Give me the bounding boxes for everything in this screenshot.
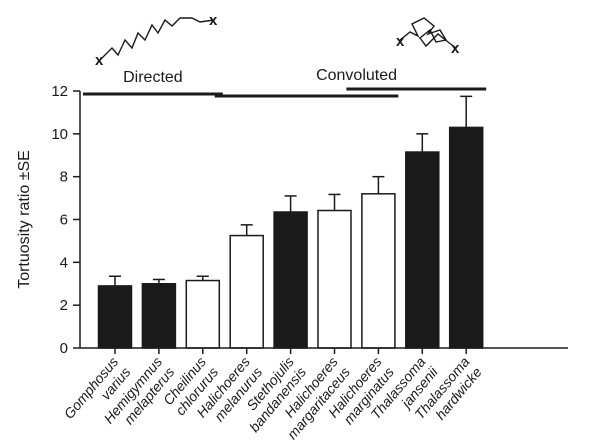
bar: [229, 234, 264, 349]
path-icons: x x x x: [95, 12, 460, 69]
y-tick-label: 8: [60, 169, 68, 186]
convoluted-end-x: x: [451, 40, 460, 57]
bar: [317, 209, 352, 349]
y-tick-label: 12: [51, 83, 68, 100]
bar-group: [273, 195, 308, 349]
x-axis: GomphosusvariusHemigymnusmelapterusCheil…: [61, 347, 568, 442]
y-axis-title: Tortuosity ratio ±SE: [16, 150, 33, 289]
y-axis: 0 2 4 6 8 10 12: [51, 83, 81, 357]
bar: [448, 126, 484, 349]
bar: [141, 283, 177, 349]
y-tick-label: 6: [60, 212, 68, 229]
y-tick-label: 0: [60, 340, 68, 357]
bar: [185, 279, 221, 349]
bar-group: [97, 275, 133, 349]
y-tick-label: 4: [60, 254, 68, 271]
bar-group: [448, 95, 484, 349]
bar: [405, 151, 440, 349]
group-label: Directed: [123, 69, 183, 86]
convoluted-start-x: x: [396, 33, 405, 50]
bar: [97, 285, 133, 349]
bar: [361, 193, 396, 349]
bar-group: [229, 224, 264, 349]
group-label: Convoluted: [316, 67, 397, 84]
directed-path-icon: x x: [95, 12, 218, 69]
bar-group: [141, 278, 177, 349]
convoluted-path-icon: x x: [396, 17, 460, 57]
bar: [273, 211, 308, 349]
y-tick-label: 2: [60, 297, 68, 314]
bar-group: [317, 193, 352, 349]
bar-group: [361, 175, 396, 349]
bar-group: [185, 275, 221, 349]
bars: [97, 95, 484, 349]
directed-end-x: x: [209, 12, 218, 29]
directed-start-x: x: [95, 52, 104, 69]
bar-group: [405, 133, 440, 349]
group-brackets: Directed Convoluted: [83, 67, 487, 98]
y-tick-label: 10: [51, 126, 68, 143]
